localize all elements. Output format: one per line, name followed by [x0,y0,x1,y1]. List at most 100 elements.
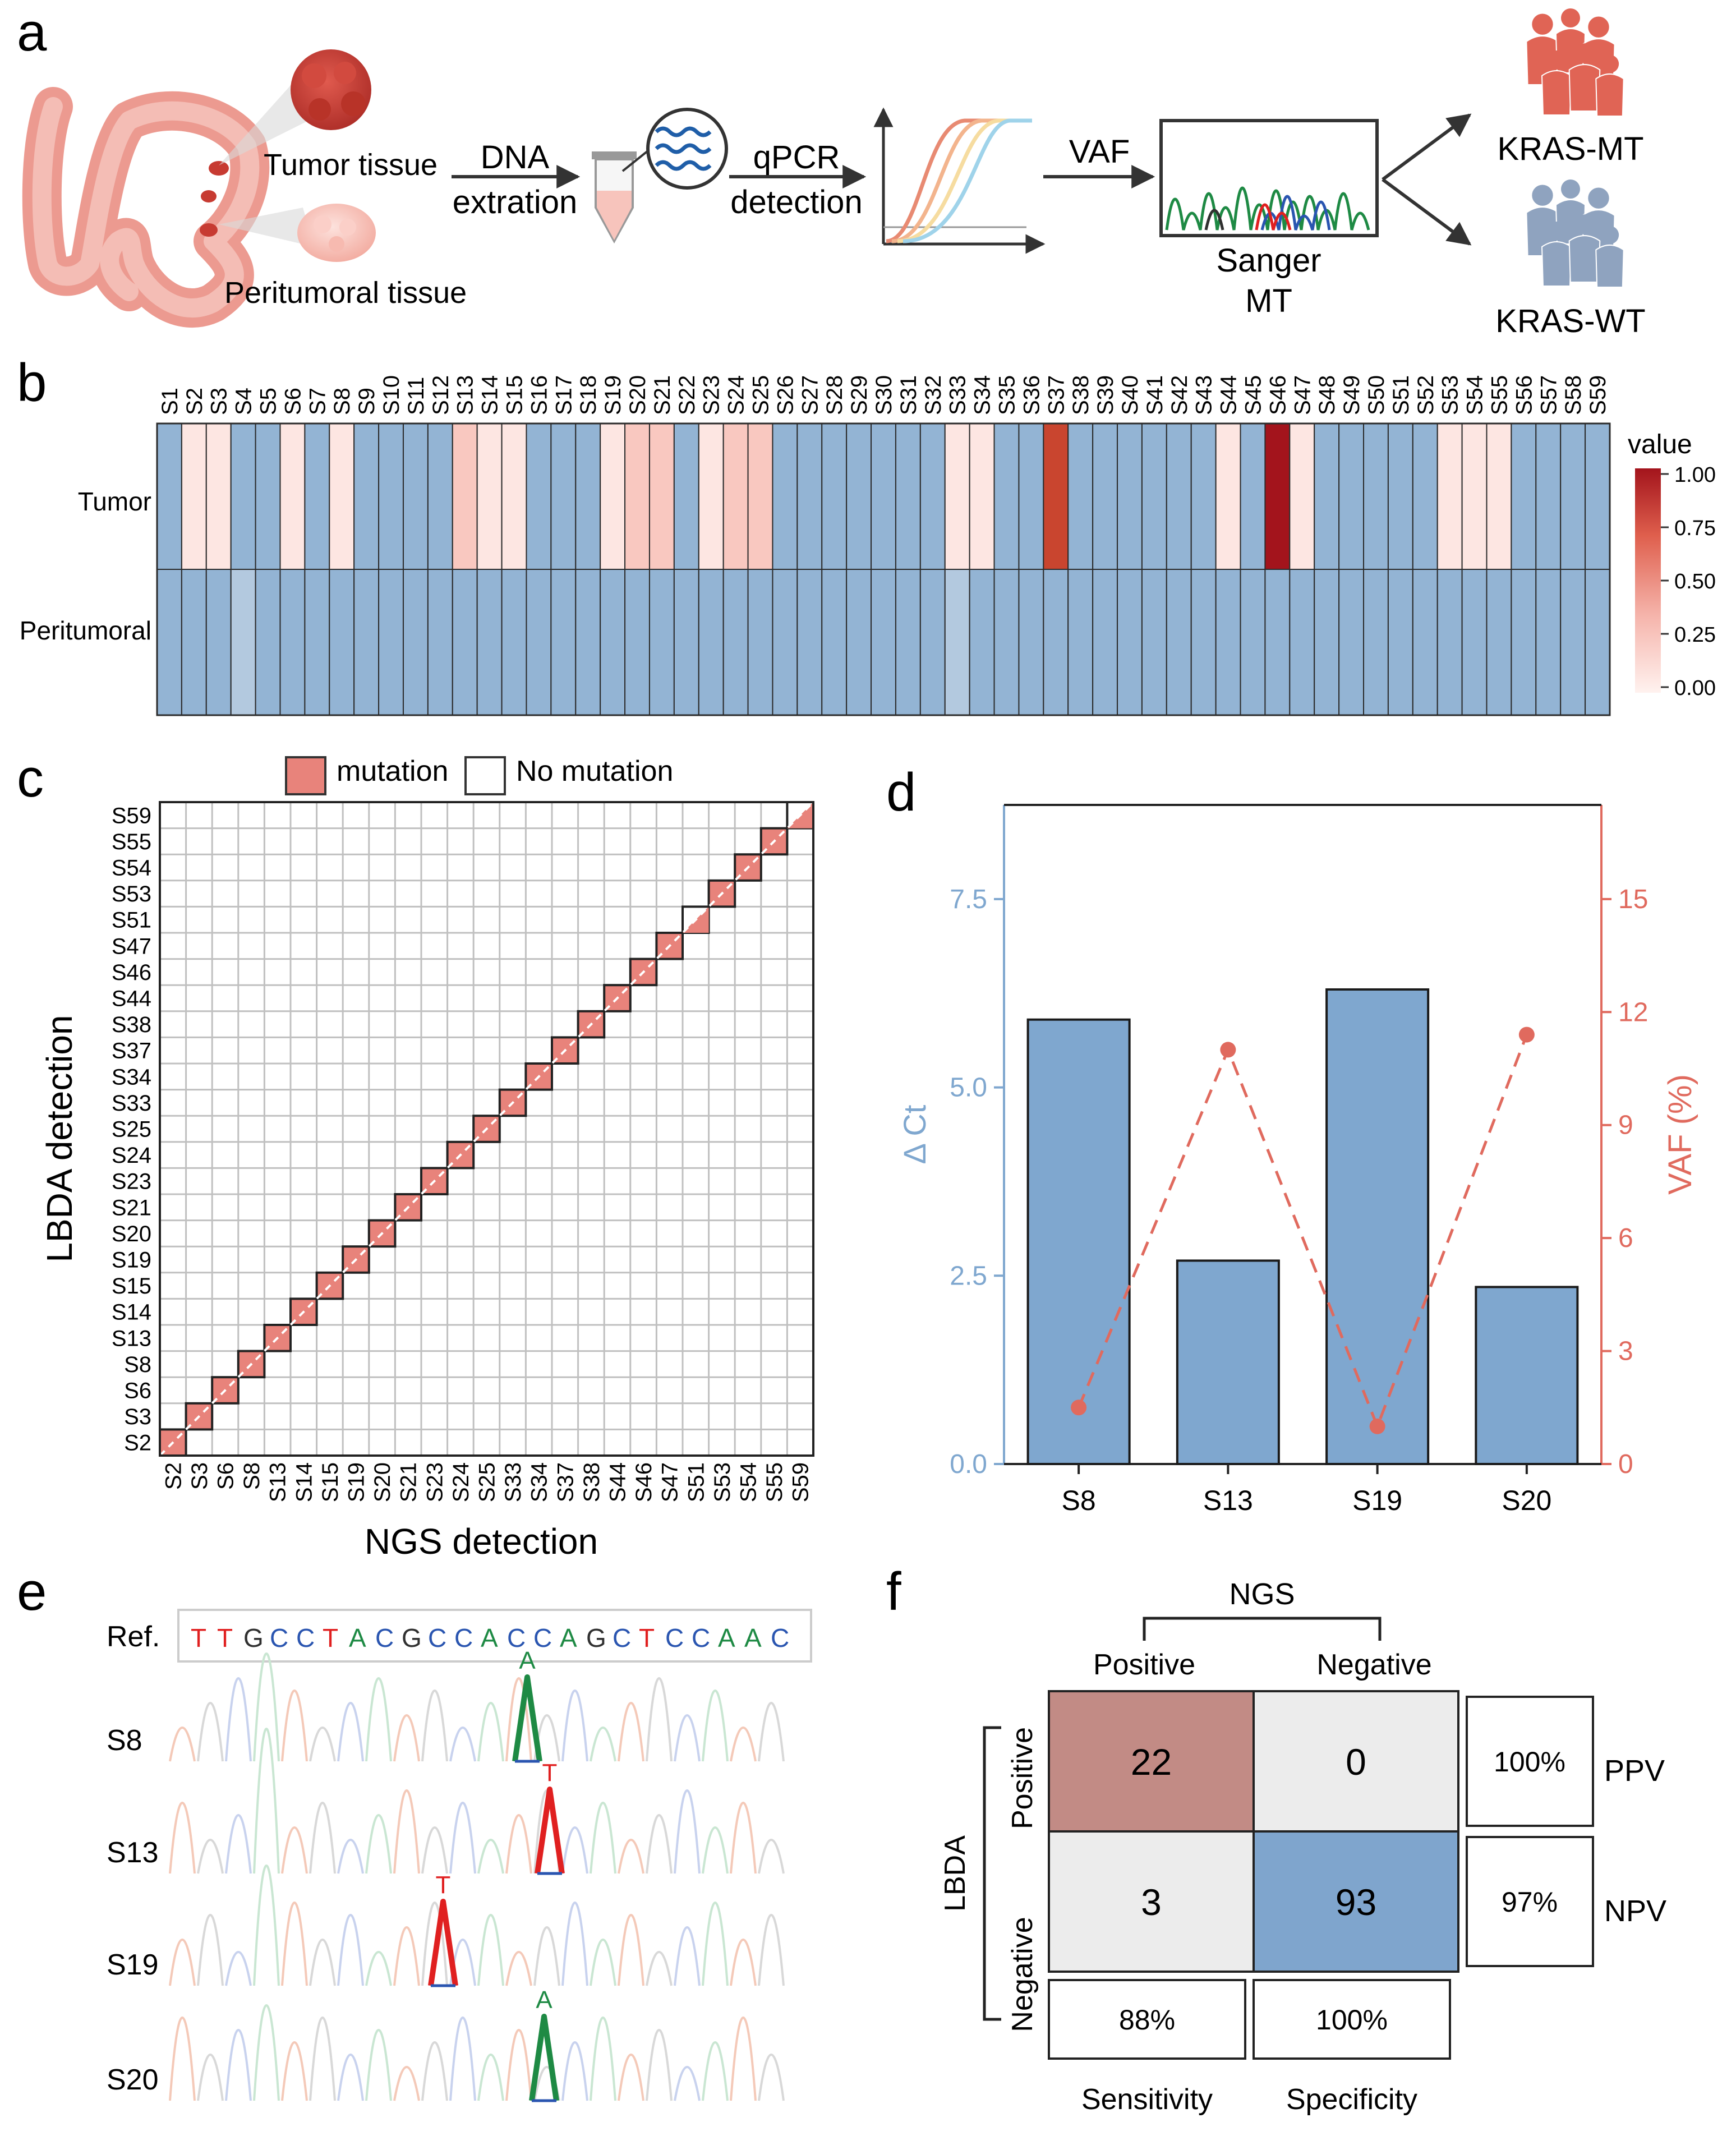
trace-peak [422,1827,447,1873]
row-metric-value: 97% [1502,1886,1558,1918]
heatmap-cell-tumor [256,423,280,569]
col-bracket [1144,1618,1380,1641]
panel-a: a Tumor tissue Peritumoral tissue DNA ex… [17,2,1646,339]
heatmap-cell-peritumoral [1413,569,1438,715]
heatmap-cell-tumor [502,423,527,569]
sample-label: S46 [1265,375,1290,415]
x-tick-label: S47 [658,1462,683,1502]
sanger-mt-label: MT [1245,283,1292,319]
trace-peak [282,1827,307,1873]
sample-label: S5 [256,388,281,415]
trace-peak [226,1952,251,1986]
ref-base: C [665,1623,684,1652]
y-tick-label: S38 [112,1012,151,1037]
row-label: Positive [1006,1727,1039,1829]
ref-base: C [428,1623,446,1652]
y-tick-label: S25 [112,1117,151,1142]
legend-title: value [1628,430,1692,459]
heatmap-cell-peritumoral [674,569,699,715]
heatmap-cell-tumor [1438,423,1462,569]
y-tick-label: S15 [112,1274,151,1299]
x-tick-label: S34 [527,1462,552,1502]
x-tick-label: S37 [553,1462,578,1502]
row-label-peritumoral: Peritumoral [20,616,151,645]
trace-peak [619,1703,643,1761]
trace-label: S13 [107,1836,159,1869]
heatmap-cell-peritumoral [1560,569,1585,715]
heatmap-cell-tumor [600,423,625,569]
y-tick-label: S19 [112,1248,151,1273]
dna-label: DNA [481,139,550,176]
colorbar-tick-label: 0.25 [1674,623,1716,647]
heatmap-cell-tumor [1339,423,1364,569]
left-tick-label: 5.0 [950,1073,987,1103]
right-tick-label: 9 [1618,1111,1633,1140]
trace-peak [198,1703,223,1761]
sample-label: S21 [650,375,675,415]
heatmap [157,423,1610,715]
sample-label: S49 [1339,375,1364,415]
trace-peak [703,1691,727,1761]
trace-peak [759,1915,784,1986]
y-tick-label: S3 [124,1405,151,1429]
ref-base: C [613,1623,631,1652]
heatmap-cell-peritumoral [206,569,231,715]
panel-e: e Ref. TTGCCTACGCCACCAGCTCCAAC S8AS13TS1… [17,1562,811,2101]
sample-label: S25 [749,375,773,415]
trace-peak [591,1728,615,1761]
ref-base: C [270,1623,288,1652]
heatmap-cell-peritumoral [945,569,970,715]
trace-peak [254,2005,279,2101]
heatmap-cell-peritumoral [994,569,1019,715]
heatmap-cell-peritumoral [600,569,625,715]
x-tick-label: S20 [370,1462,395,1502]
trace-peak [759,2055,784,2101]
sample-label: S4 [232,388,256,415]
heatmap-cell-peritumoral [453,569,477,715]
heatmap-cell-peritumoral [625,569,650,715]
mutation-base-label: T [436,1871,451,1899]
x-tick-label: S19 [344,1462,369,1502]
x-tick-label: S8 [1062,1485,1096,1516]
detection-label: detection [730,184,862,220]
heatmap-cell-peritumoral [157,569,182,715]
sample-label: S33 [946,375,970,415]
panel-label-b: b [17,353,47,413]
sample-label: S30 [872,375,896,415]
heatmap-cell-peritumoral [1314,569,1339,715]
right-axis-title: VAF (%) [1662,1074,1698,1195]
panel-d: d 0.02.55.07.503691215Δ Ct VAF (%)S8 S13 S1… [886,762,1698,1516]
y-tick-label: S2 [124,1431,151,1456]
x-tick-label: S2 [161,1462,186,1490]
sample-label: S18 [576,375,601,415]
y-tick-label: S21 [112,1195,151,1220]
vaf-label: VAF [1069,134,1130,170]
heatmap-cell-peritumoral [748,569,773,715]
sample-label: S47 [1290,375,1315,415]
vaf-point-S19 [1370,1419,1385,1434]
colorbar-tick-label: 0.00 [1674,676,1716,700]
left-tick-label: 7.5 [950,885,987,914]
heatmap-cell-tumor [1265,423,1290,569]
bar-S8 [1028,1020,1130,1464]
heatmap-cell-tumor [280,423,305,569]
sample-label: S15 [503,375,527,415]
trace-peak [563,2042,587,2101]
panel-b: b S1 S2 S3 S4 S5 S6 S7 S8 S9 S10 S11 S12 S13 S14 S15 S1… [17,353,1716,715]
x-tick-label: S46 [632,1462,656,1502]
trace-peak [647,2030,671,2101]
heatmap-cell-tumor [182,423,206,569]
heatmap-cell-peritumoral [305,569,329,715]
x-tick-label: S59 [789,1462,813,1502]
trace-label: S19 [107,1949,159,1981]
sample-label: S38 [1069,375,1093,415]
y-tick-label: S13 [112,1326,151,1351]
heatmap-cell-tumor [1388,423,1413,569]
delta-ct-vaf-chart: 0.02.55.07.503691215Δ Ct VAF (%)S8 S13 S19 S… [897,805,1698,1516]
trace-peak [394,1927,419,1986]
x-tick-label: S25 [475,1462,500,1502]
col-metric-value: 100% [1316,2004,1388,2036]
trace-peak [703,1903,727,1986]
sample-label: S19 [601,375,625,415]
